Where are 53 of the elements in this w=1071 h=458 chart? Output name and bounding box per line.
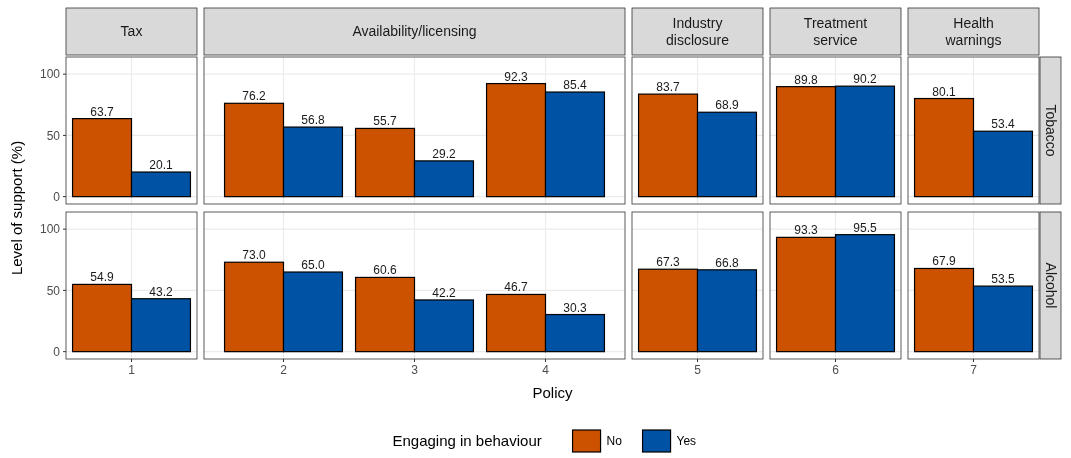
data-label: 53.4 bbox=[991, 117, 1015, 132]
y-tick-label: 0 bbox=[53, 344, 61, 359]
x-tick-label: 6 bbox=[832, 363, 840, 377]
x-tick-label: 2 bbox=[280, 363, 288, 377]
x-tick-label: 7 bbox=[970, 363, 978, 377]
y-tick-label: 50 bbox=[46, 283, 61, 298]
data-label: 20.1 bbox=[149, 158, 173, 173]
data-label: 63.7 bbox=[90, 104, 115, 119]
chart-title: Treatment service bbox=[803, 15, 868, 49]
data-label: 68.9 bbox=[715, 98, 739, 113]
data-label: 66.8 bbox=[715, 255, 739, 270]
data-label: 76.2 bbox=[242, 89, 267, 104]
chart-title: Industry disclosure bbox=[665, 15, 730, 49]
data-label: 55.7 bbox=[373, 114, 398, 129]
data-label: 46.7 bbox=[504, 280, 529, 295]
y-axis-title: Level of support (%) bbox=[8, 140, 25, 276]
data-label: 53.5 bbox=[991, 272, 1015, 287]
legend-label: Yes bbox=[676, 434, 697, 449]
data-label: 80.1 bbox=[932, 84, 957, 99]
data-label: 67.3 bbox=[656, 255, 681, 270]
data-label: 89.8 bbox=[794, 72, 819, 87]
data-label: 83.7 bbox=[656, 80, 681, 95]
data-label: 92.3 bbox=[504, 69, 529, 84]
y-tick-label: 100 bbox=[39, 67, 61, 82]
chart-title: Availability/licensing bbox=[352, 23, 477, 40]
chart-title: Tax bbox=[120, 23, 143, 40]
y2-axis-title: Tobacco bbox=[1042, 104, 1059, 157]
data-label: 85.4 bbox=[563, 78, 587, 93]
data-label: 73.0 bbox=[242, 248, 267, 263]
data-label: 42.2 bbox=[432, 285, 456, 300]
x-axis-title: Policy bbox=[532, 384, 573, 401]
data-label: 65.0 bbox=[301, 258, 325, 273]
y-tick-label: 50 bbox=[46, 128, 61, 143]
chart-title: Health warnings bbox=[944, 15, 1002, 49]
legend-label: No bbox=[606, 434, 623, 449]
data-label: 54.9 bbox=[90, 270, 115, 285]
y-tick-label: 0 bbox=[53, 189, 61, 204]
data-label: 43.2 bbox=[149, 284, 173, 299]
x-tick-label: 3 bbox=[411, 363, 419, 377]
data-label: 60.6 bbox=[373, 263, 398, 278]
x-tick-label: 1 bbox=[128, 363, 136, 377]
x-tick-label: 4 bbox=[542, 363, 550, 377]
data-label: 29.2 bbox=[432, 146, 456, 161]
x-tick-label: 5 bbox=[694, 363, 702, 377]
data-label: 56.8 bbox=[301, 113, 325, 128]
data-label: 30.3 bbox=[563, 300, 587, 315]
data-label: 67.9 bbox=[932, 254, 957, 269]
legend-title: Engaging in behaviour bbox=[392, 432, 542, 450]
data-label: 95.5 bbox=[853, 220, 877, 235]
y2-axis-title: Alcohol bbox=[1042, 262, 1059, 309]
data-label: 93.3 bbox=[794, 223, 819, 238]
data-label: 90.2 bbox=[853, 72, 877, 87]
y-tick-label: 100 bbox=[39, 222, 61, 237]
